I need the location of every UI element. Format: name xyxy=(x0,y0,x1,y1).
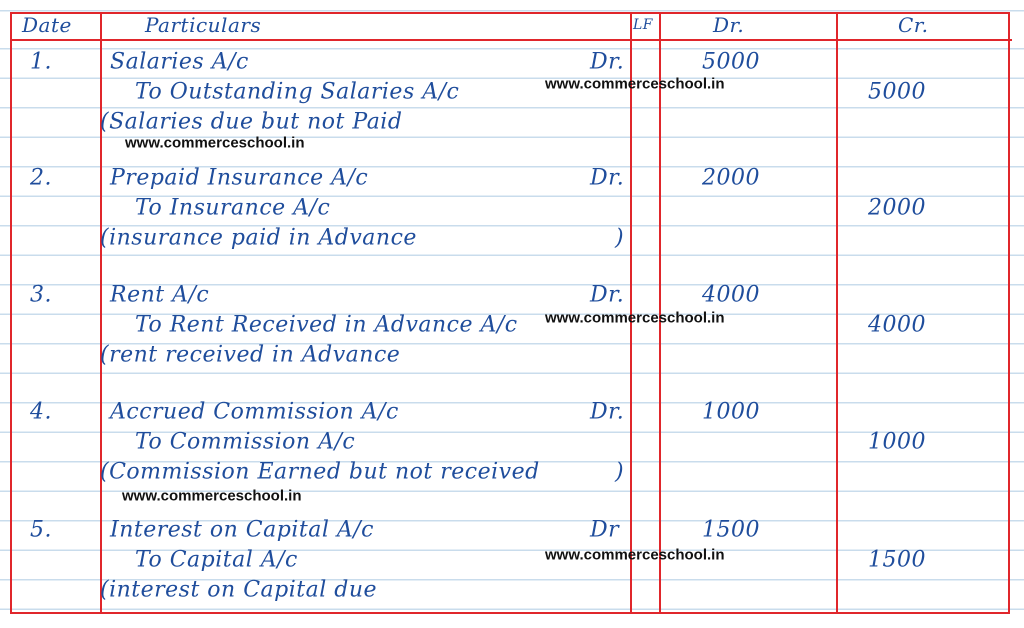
header-dr: Dr. xyxy=(713,13,745,37)
watermark: www.commerceschool.in xyxy=(545,546,725,564)
credit-account: To Commission A/c xyxy=(135,429,356,455)
narration: (interest on Capital due xyxy=(100,577,378,603)
column-divider-lf xyxy=(659,12,661,614)
header-divider xyxy=(10,39,1012,41)
credit-account: To Rent Received in Advance A/c xyxy=(135,312,518,338)
entry-number: 3. xyxy=(30,282,52,308)
header-date: Date xyxy=(22,13,72,37)
debit-amount: 1500 xyxy=(702,517,760,543)
debit-amount: 1000 xyxy=(702,399,760,425)
watermark: www.commerceschool.in xyxy=(125,134,305,152)
credit-amount: 1000 xyxy=(868,429,926,455)
dr-mark: Dr xyxy=(590,517,620,543)
dr-mark: Dr. xyxy=(590,399,625,425)
narration: (Salaries due but not Paid xyxy=(100,109,403,135)
credit-amount: 2000 xyxy=(868,195,926,221)
debit-amount: 4000 xyxy=(702,282,760,308)
credit-amount: 5000 xyxy=(868,79,926,105)
column-divider-date xyxy=(100,12,102,614)
header-cr: Cr. xyxy=(898,13,929,37)
debit-account: Interest on Capital A/c xyxy=(110,517,374,543)
debit-account: Rent A/c xyxy=(110,282,210,308)
debit-account: Salaries A/c xyxy=(110,49,249,75)
narration-close: ) xyxy=(615,459,625,485)
journal-table-border xyxy=(10,12,1010,614)
debit-amount: 2000 xyxy=(702,165,760,191)
entry-number: 5. xyxy=(30,517,52,543)
credit-account: To Outstanding Salaries A/c xyxy=(135,79,460,105)
debit-amount: 5000 xyxy=(702,49,760,75)
narration: (Commission Earned but not received xyxy=(100,459,540,485)
entry-number: 1. xyxy=(30,49,52,75)
credit-amount: 4000 xyxy=(868,312,926,338)
entry-number: 4. xyxy=(30,399,52,425)
narration: (rent received in Advance xyxy=(100,342,401,368)
credit-account: To Capital A/c xyxy=(135,547,298,573)
narration-close: ) xyxy=(615,225,625,251)
debit-account: Accrued Commission A/c xyxy=(110,399,399,425)
column-divider-particulars xyxy=(630,12,632,614)
debit-account: Prepaid Insurance A/c xyxy=(110,165,369,191)
entry-number: 2. xyxy=(30,165,52,191)
credit-amount: 1500 xyxy=(868,547,926,573)
watermark: www.commerceschool.in xyxy=(122,487,302,505)
dr-mark: Dr. xyxy=(590,282,625,308)
header-lf: LF xyxy=(633,17,654,33)
narration: (insurance paid in Advance xyxy=(100,225,417,251)
dr-mark: Dr. xyxy=(590,49,625,75)
watermark: www.commerceschool.in xyxy=(545,75,725,93)
dr-mark: Dr. xyxy=(590,165,625,191)
watermark: www.commerceschool.in xyxy=(545,309,725,327)
credit-account: To Insurance A/c xyxy=(135,195,331,221)
header-particulars: Particulars xyxy=(145,13,262,37)
column-divider-dr xyxy=(836,12,838,614)
